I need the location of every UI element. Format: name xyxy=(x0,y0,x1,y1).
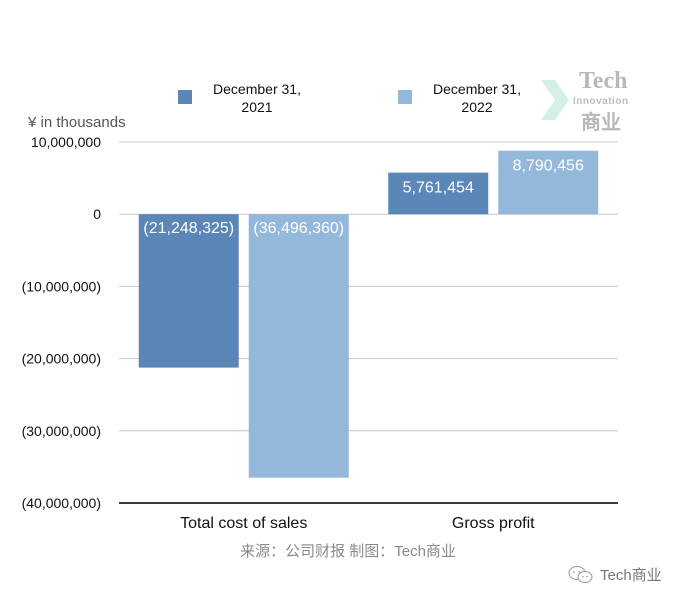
bar xyxy=(248,214,349,478)
logo-text-tech: Tech xyxy=(579,68,628,94)
legend-swatch-2021 xyxy=(178,90,192,104)
x-category-label: Total cost of sales xyxy=(180,515,307,532)
watermark-text: Tech商业 xyxy=(600,567,662,584)
bar xyxy=(498,150,599,215)
data-label: (21,248,325) xyxy=(143,220,234,237)
logo-text-shangye: 商业 xyxy=(581,112,621,134)
y-tick-label: (10,000,000) xyxy=(22,278,101,294)
legend-label-2021: December 31, 2021 xyxy=(213,81,301,115)
wechat-icon xyxy=(568,565,593,583)
legend-swatch-2022 xyxy=(398,90,412,104)
source-caption: 来源：公司财报 制图：Tech商业 xyxy=(240,543,456,560)
tech-innovation-logo: Tech Innovation 商业 xyxy=(535,68,645,134)
x-category-label: Gross profit xyxy=(452,515,535,532)
data-label: (36,496,360) xyxy=(253,220,344,237)
bar xyxy=(388,172,489,215)
legend-item-2022: December 31, 2022 xyxy=(398,80,532,116)
y-tick-label: 0 xyxy=(93,206,101,222)
unit-label: ¥ in thousands xyxy=(28,114,126,131)
logo-text-innovation: Innovation xyxy=(573,96,629,107)
y-tick-label: 10,000,000 xyxy=(31,134,101,150)
data-label: 8,790,456 xyxy=(513,158,584,175)
y-tick-label: (40,000,000) xyxy=(22,495,101,511)
wechat-watermark: Tech商业 xyxy=(568,564,662,585)
data-label: 5,761,454 xyxy=(403,180,474,197)
legend-label-2022: December 31, 2022 xyxy=(433,81,521,115)
legend-item-2021: December 31, 2021 xyxy=(178,80,312,116)
arrow-logo-icon xyxy=(541,80,569,120)
y-tick-label: (30,000,000) xyxy=(22,423,101,439)
bar xyxy=(138,214,239,368)
y-tick-label: (20,000,000) xyxy=(22,351,101,367)
